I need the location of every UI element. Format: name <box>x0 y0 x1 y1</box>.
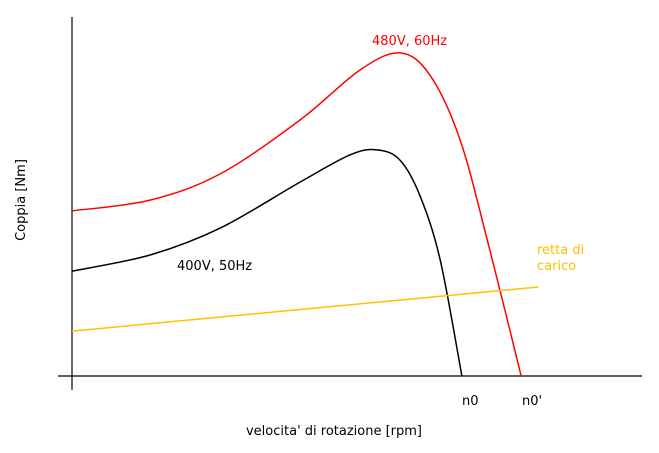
x-tick-n0: n0 <box>462 394 479 409</box>
black-400v-50hz-curve <box>71 148 463 377</box>
red-480v-60hz-curve <box>71 52 522 377</box>
black-series-label: 400V, 50Hz <box>177 259 252 274</box>
load-line <box>71 286 539 332</box>
load-line-label-2: carico <box>537 259 576 274</box>
x-tick-n0-prime: n0' <box>522 394 542 409</box>
x-axis-label: velocita' di rotazione [rpm] <box>246 424 422 439</box>
load-line-label-1: retta di <box>537 243 584 258</box>
red-series-label: 480V, 60Hz <box>372 34 447 49</box>
y-axis-label: Coppia [Nm] <box>14 159 29 241</box>
